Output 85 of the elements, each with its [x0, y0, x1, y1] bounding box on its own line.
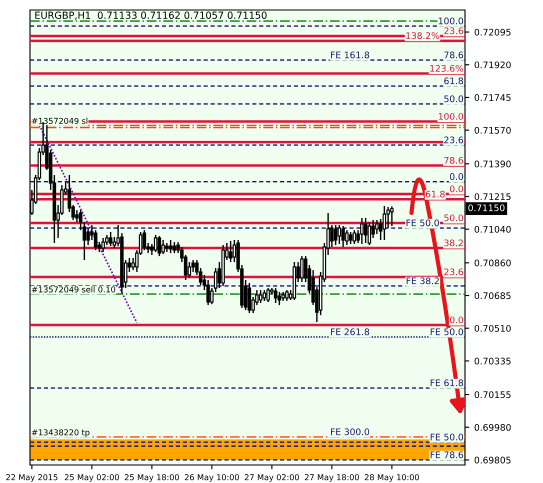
candlestick: [278, 291, 282, 306]
ref-line-label: #13572049 sell 0.10: [32, 286, 116, 292]
y-tick-label: 0.71570: [474, 126, 511, 134]
x-tick-label: 27 May 18:00: [304, 474, 359, 482]
candlestick: [382, 205, 386, 241]
annotation: FE 50.0: [406, 219, 439, 226]
annotation: 100.0: [438, 112, 464, 120]
candlestick: [360, 217, 364, 245]
candlestick: [101, 237, 105, 253]
candlestick: [390, 206, 394, 227]
annotation: FE 38.2: [406, 277, 439, 284]
candlestick: [75, 209, 79, 223]
annotation: 0.0: [450, 316, 464, 324]
y-tick-label: 0.71745: [474, 94, 511, 102]
x-tick-label: 26 May 10:00: [184, 474, 239, 482]
candlestick: [375, 219, 379, 235]
candlestick: [161, 239, 165, 255]
candlestick: [285, 289, 289, 302]
annotation: 61.8: [444, 77, 464, 84]
x-tick-label: 27 May 02:00: [244, 474, 299, 482]
y-tick-label: 0.72095: [474, 28, 511, 36]
candlestick: [334, 224, 338, 246]
y-tick-label: 0.70685: [474, 292, 511, 300]
annotation: 100.0: [438, 17, 464, 24]
x-tick-label: 25 May 18:00: [124, 474, 179, 482]
annotation: 23.6: [444, 136, 464, 144]
annotation: 78.6: [444, 52, 464, 58]
x-tick-label: 28 May 10:00: [364, 474, 419, 482]
annotation: 0.0: [450, 185, 464, 192]
candlestick: [108, 231, 112, 247]
candlestick: [248, 282, 252, 314]
candlestick: [345, 229, 349, 246]
annotation: FE 300.0: [331, 428, 370, 436]
annotation: 123.6%: [430, 64, 464, 72]
candlestick: [364, 217, 368, 244]
y-tick-label: 0.70510: [474, 324, 511, 332]
candlestick: [228, 240, 232, 263]
annotation: FE 61.8: [430, 379, 464, 386]
candlestick: [300, 255, 304, 283]
y-tick-label: 0.70860: [474, 260, 511, 266]
candlestick: [258, 289, 262, 304]
annotation: FE 50.0: [430, 328, 464, 336]
annotation: 23.6: [444, 27, 464, 34]
annotation: 0.0: [450, 173, 464, 180]
x-tick-label: 22 May 2015: [6, 474, 58, 482]
y-tick-label: 0.69805: [474, 456, 511, 464]
y-tick-label: 0.69980: [474, 424, 511, 431]
ref-line-label: #13572049 sl: [32, 118, 88, 124]
chart-title: EURGBP,H1 0.71133 0.71162 0.71057 0.71150: [35, 12, 267, 20]
candlestick: [172, 241, 176, 254]
y-tick-label: 0.71215: [474, 193, 511, 200]
candlestick: [368, 221, 372, 246]
annotation: FE 161.8: [331, 52, 370, 58]
annotation: FE 50.0: [430, 434, 464, 440]
candlestick: [168, 239, 172, 254]
annotation: FE 78.6: [430, 451, 464, 458]
candlestick: [206, 279, 210, 306]
candlestick: [274, 287, 278, 304]
annotation: 38.2: [444, 239, 463, 246]
y-tick-label: 0.70335: [474, 358, 511, 364]
text: 0.71150: [468, 204, 505, 212]
y-tick-label: 0.70155: [474, 391, 511, 398]
ref-line-label: #13438220 tp: [32, 429, 90, 437]
y-tick-label: 0.71920: [474, 61, 511, 68]
candlestick: [262, 289, 266, 302]
annotation: 50.0: [444, 214, 464, 222]
candlestick: [154, 234, 158, 253]
candlestick: [94, 229, 98, 251]
annotation: 78.6: [444, 156, 464, 164]
candlestick: [341, 225, 345, 248]
annotation: 23.6: [444, 268, 464, 276]
candlestick: [142, 229, 146, 251]
candlestick: [338, 224, 342, 245]
candlestick: [348, 231, 352, 245]
annotation: 138.2%: [406, 32, 440, 40]
candlestick: [352, 229, 356, 245]
annotation: 61.8: [426, 190, 445, 198]
annotation: FE 261.8: [331, 328, 370, 336]
y-tick-label: 0.71390: [474, 160, 511, 168]
y-tick-label: 0.71040: [474, 226, 511, 233]
candlestick: [158, 235, 162, 257]
candlestick: [266, 287, 270, 303]
x-tick-label: 25 May 02:00: [64, 474, 119, 482]
candlestick: [86, 227, 90, 246]
annotation: 50.0: [444, 95, 464, 102]
